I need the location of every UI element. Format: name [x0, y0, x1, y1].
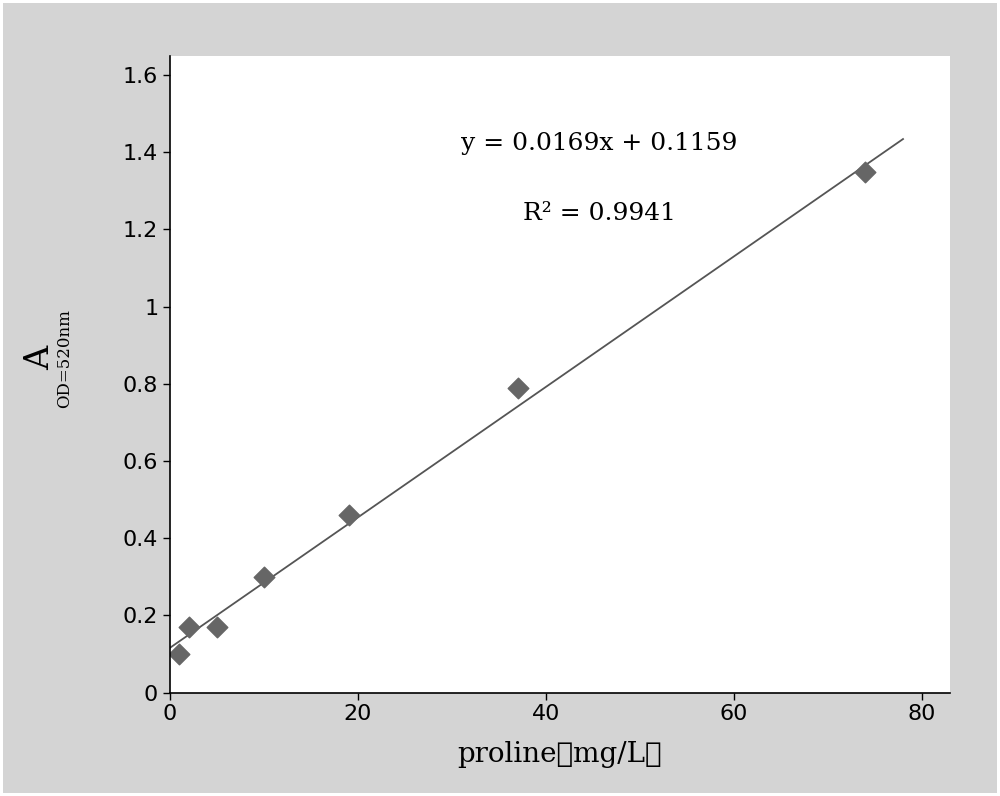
Point — [256, 571, 272, 583]
Point — [171, 648, 187, 661]
Text: R² = 0.9941: R² = 0.9941 — [523, 202, 675, 225]
Point — [181, 621, 197, 634]
Text: y = 0.0169x + 0.1159: y = 0.0169x + 0.1159 — [461, 132, 737, 155]
Point — [510, 381, 526, 394]
Point — [857, 165, 873, 178]
Text: A: A — [24, 346, 56, 370]
X-axis label: proline（mg/L）: proline（mg/L） — [458, 741, 662, 768]
Point — [341, 509, 357, 521]
Text: OD=520nm: OD=520nm — [56, 309, 74, 408]
Point — [209, 621, 225, 634]
